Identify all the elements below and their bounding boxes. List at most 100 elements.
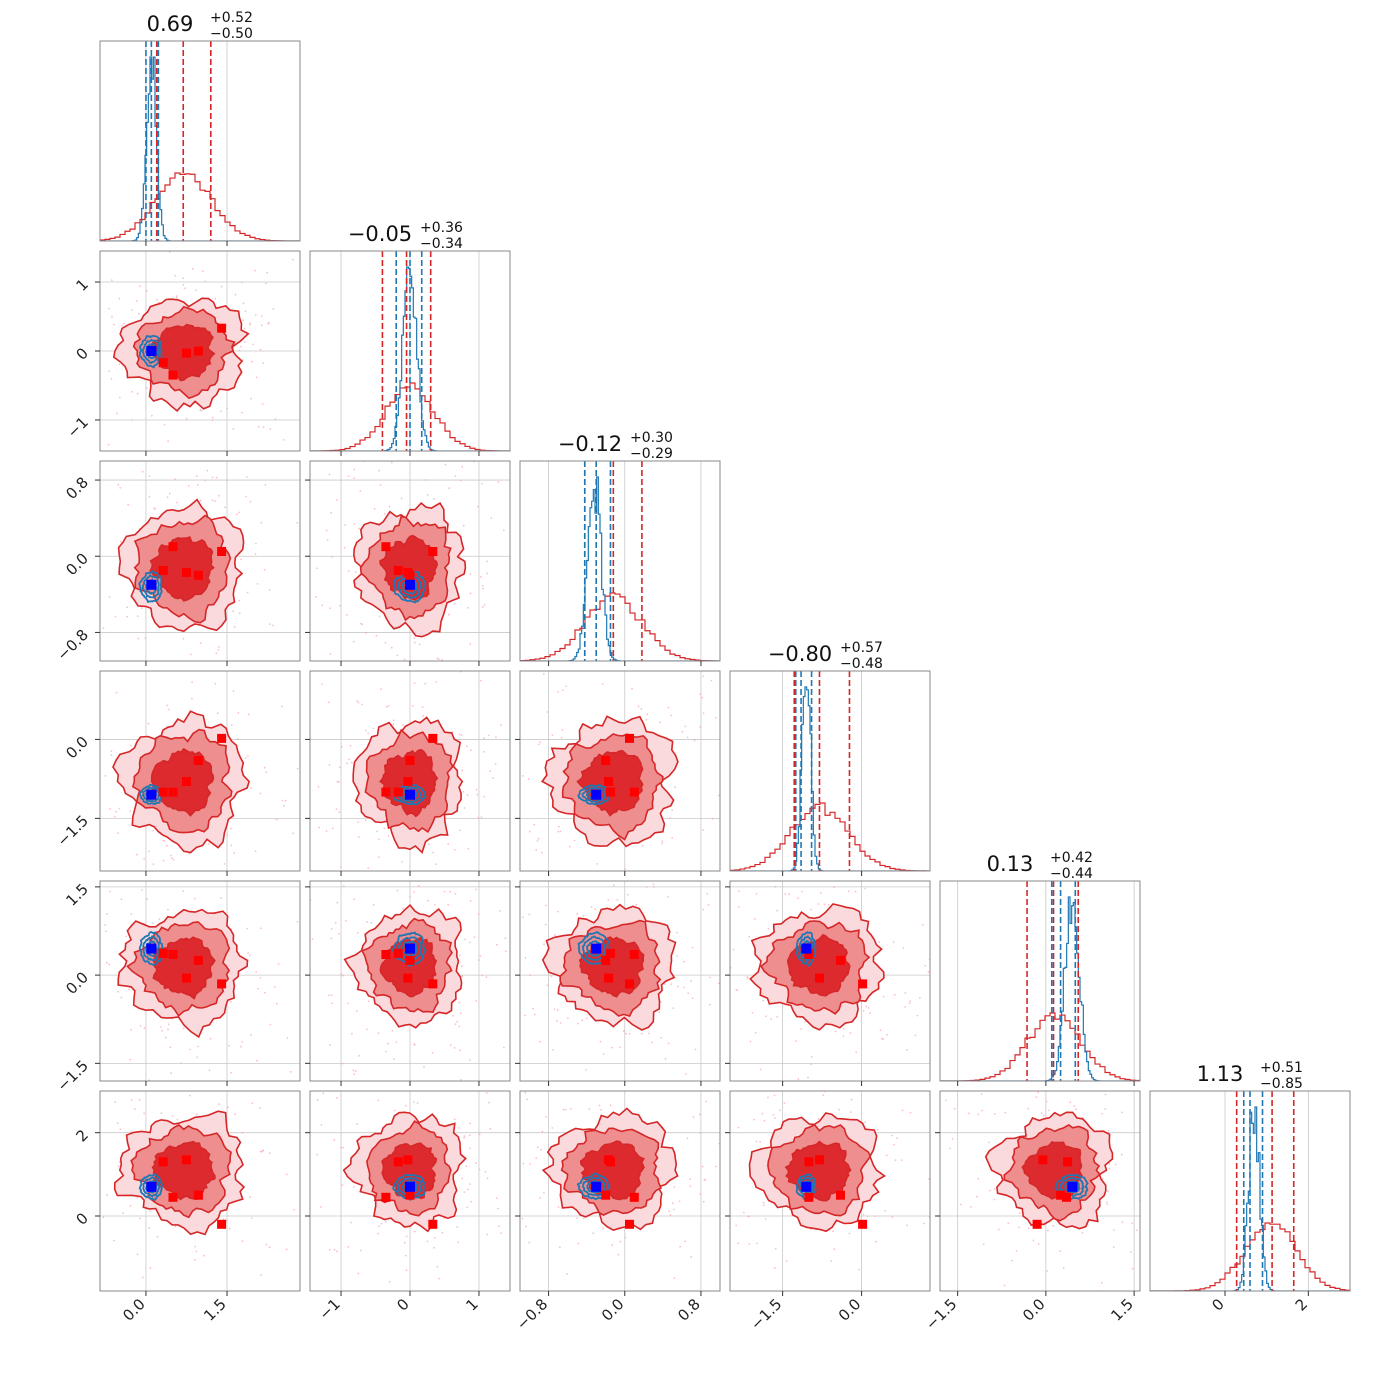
scatter-point bbox=[535, 849, 538, 851]
scatter-point bbox=[491, 696, 493, 698]
sample-marker bbox=[804, 1157, 814, 1167]
sample-marker bbox=[168, 542, 178, 552]
scatter-point bbox=[431, 1052, 434, 1054]
scatter-point bbox=[276, 1038, 278, 1040]
scatter-point bbox=[1104, 1108, 1107, 1110]
prior-histogram bbox=[100, 172, 300, 241]
scatter-point bbox=[108, 596, 111, 598]
scatter-point bbox=[453, 849, 456, 851]
scatter-point bbox=[623, 618, 625, 620]
scatter-point bbox=[692, 1116, 695, 1119]
sample-marker bbox=[606, 948, 615, 958]
scatter-point bbox=[488, 952, 490, 954]
scatter-point bbox=[370, 1034, 372, 1036]
scatter-point bbox=[101, 905, 103, 907]
scatter-point bbox=[250, 1034, 253, 1036]
sample-marker bbox=[158, 358, 168, 368]
scatter-point bbox=[562, 1108, 565, 1111]
scatter-point bbox=[717, 942, 719, 944]
scatter-point bbox=[625, 633, 627, 635]
scatter-point bbox=[215, 652, 218, 655]
scatter-point bbox=[338, 811, 341, 813]
scatter-point bbox=[97, 796, 99, 798]
scatter-point bbox=[953, 1107, 956, 1110]
x-tick-label: 1 bbox=[462, 1295, 481, 1314]
scatter-point bbox=[585, 1069, 587, 1071]
scatter-point bbox=[90, 290, 92, 292]
scatter-point bbox=[436, 1265, 439, 1268]
scatter-point bbox=[797, 897, 800, 899]
scatter-point bbox=[539, 1197, 541, 1199]
scatter-point bbox=[315, 825, 317, 827]
scatter-point bbox=[810, 1063, 813, 1066]
scatter-point bbox=[687, 992, 690, 995]
panel-content bbox=[100, 461, 327, 661]
scatter-point bbox=[774, 1117, 776, 1119]
scatter-point bbox=[267, 321, 270, 324]
scatter-point bbox=[601, 903, 603, 905]
posterior-contour bbox=[141, 574, 160, 599]
scatter-point bbox=[366, 921, 368, 923]
panel-content bbox=[520, 461, 720, 661]
scatter-point bbox=[129, 810, 132, 812]
scatter-point bbox=[292, 832, 295, 835]
sample-marker bbox=[625, 979, 634, 989]
joint-panel-5-4: −1.5 0.0 1.5 bbox=[922, 1090, 1171, 1334]
scatter-point bbox=[232, 610, 235, 612]
scatter-point bbox=[87, 863, 89, 865]
scatter-point bbox=[391, 1029, 394, 1032]
scatter-point bbox=[377, 1232, 380, 1235]
scatter-point bbox=[325, 529, 328, 532]
scatter-point bbox=[862, 1213, 865, 1216]
scatter-point bbox=[451, 1015, 454, 1017]
scatter-point bbox=[109, 808, 112, 810]
sample-marker bbox=[1056, 1190, 1066, 1200]
scatter-point bbox=[242, 319, 245, 322]
scatter-point bbox=[51, 701, 53, 703]
scatter-point bbox=[316, 627, 318, 629]
posterior-contour bbox=[145, 342, 158, 360]
scatter-point bbox=[162, 839, 165, 842]
scatter-point bbox=[428, 843, 430, 846]
scatter-point bbox=[159, 640, 161, 642]
scatter-point bbox=[297, 641, 299, 643]
scatter-point bbox=[319, 1206, 322, 1208]
scatter-point bbox=[463, 621, 465, 623]
scatter-point bbox=[646, 713, 649, 716]
scatter-point bbox=[919, 997, 921, 999]
scatter-point bbox=[494, 763, 497, 766]
scatter-point bbox=[617, 1099, 619, 1101]
scatter-point bbox=[341, 745, 343, 748]
scatter-point bbox=[242, 302, 245, 305]
x-tick-label: 0.0 bbox=[1019, 1295, 1049, 1325]
scatter-point bbox=[989, 1189, 991, 1192]
scatter-point bbox=[585, 1017, 588, 1020]
scatter-point bbox=[701, 696, 703, 699]
scatter-point bbox=[977, 1113, 980, 1116]
scatter-point bbox=[250, 1155, 252, 1157]
scatter-point bbox=[771, 1057, 773, 1059]
scatter-point bbox=[76, 949, 78, 951]
scatter-point bbox=[478, 1133, 481, 1136]
scatter-point bbox=[182, 283, 185, 286]
scatter-point bbox=[325, 582, 327, 584]
scatter-point bbox=[527, 600, 529, 602]
scatter-point bbox=[894, 1159, 897, 1162]
panel-frame bbox=[99, 880, 301, 1082]
scatter-point bbox=[521, 970, 523, 972]
scatter-point bbox=[262, 362, 265, 364]
scatter-point bbox=[378, 1225, 380, 1227]
scatter-point bbox=[335, 808, 338, 810]
x-tick-label: −0.8 bbox=[513, 1295, 551, 1333]
sample-marker bbox=[193, 756, 203, 765]
sample-marker bbox=[393, 948, 403, 958]
scatter-point bbox=[667, 896, 669, 898]
scatter-point bbox=[340, 973, 343, 976]
scatter-point bbox=[141, 889, 143, 891]
scatter-point bbox=[374, 443, 376, 445]
joint-panel-1-0: −101 bbox=[64, 250, 301, 456]
scatter-point bbox=[145, 387, 148, 389]
scatter-point bbox=[726, 1169, 728, 1171]
scatter-point bbox=[1169, 1188, 1171, 1190]
scatter-point bbox=[485, 976, 488, 979]
